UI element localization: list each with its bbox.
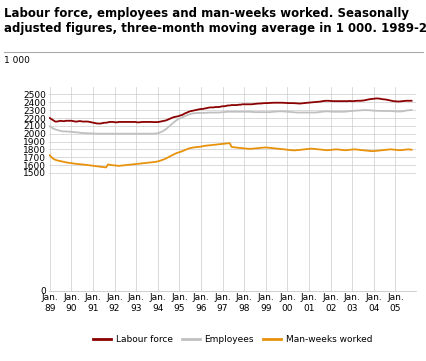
Legend: Labour force, Employees, Man-weeks worked: Labour force, Employees, Man-weeks worke…	[89, 331, 375, 347]
Text: adjusted figures, three-month moving average in 1 000. 1989-2005: adjusted figures, three-month moving ave…	[4, 22, 426, 35]
Text: 1 000: 1 000	[4, 56, 30, 65]
Text: Labour force, employees and man-weeks worked. Seasonally: Labour force, employees and man-weeks wo…	[4, 7, 408, 20]
